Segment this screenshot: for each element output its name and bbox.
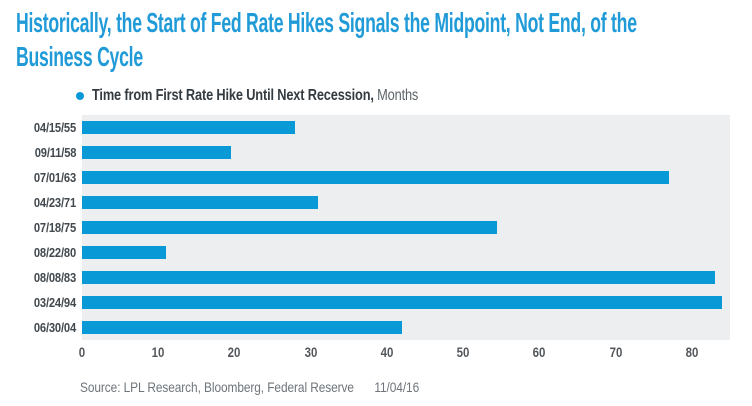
category-label-text: 04/23/71 bbox=[33, 194, 76, 210]
legend-label: Time from First Rate Hike Until Next Rec… bbox=[92, 87, 418, 105]
chart-row: 09/11/58 bbox=[0, 140, 752, 165]
bar bbox=[82, 171, 669, 184]
category-label: 04/15/55 bbox=[0, 119, 76, 137]
bar-track bbox=[82, 271, 730, 284]
title-line-1: Historically, the Start of Fed Rate Hike… bbox=[16, 7, 637, 38]
legend-dot-icon bbox=[76, 92, 84, 100]
category-label-text: 08/08/83 bbox=[33, 269, 76, 285]
category-label: 06/30/04 bbox=[0, 319, 76, 337]
chart-row: 08/08/83 bbox=[0, 265, 752, 290]
x-tick-label: 70 bbox=[609, 345, 623, 360]
page-title: Historically, the Start of Fed Rate Hike… bbox=[16, 6, 752, 74]
category-label: 08/08/83 bbox=[0, 269, 76, 287]
chart-row: 07/18/75 bbox=[0, 215, 752, 240]
legend-label-bold: Time from First Rate Hike Until Next Rec… bbox=[92, 87, 374, 104]
category-label-text: 09/11/58 bbox=[34, 144, 76, 160]
chart-row: 07/01/63 bbox=[0, 165, 752, 190]
chart-legend: Time from First Rate Hike Until Next Rec… bbox=[76, 87, 500, 105]
title-line-2: Business Cycle bbox=[16, 41, 143, 72]
source-date: 11/04/16 bbox=[374, 379, 420, 395]
category-label-text: 03/24/94 bbox=[33, 294, 76, 310]
category-label-text: 07/01/63 bbox=[33, 169, 76, 185]
category-label: 08/22/80 bbox=[0, 244, 76, 262]
x-tick-label: 60 bbox=[533, 345, 546, 360]
category-label: 09/11/58 bbox=[0, 144, 76, 162]
bar bbox=[82, 121, 296, 134]
chart-row: 08/22/80 bbox=[0, 240, 752, 265]
bar-track bbox=[82, 321, 730, 334]
bar-track bbox=[82, 146, 730, 159]
category-label: 04/23/71 bbox=[0, 194, 76, 212]
legend-label-light: Months bbox=[377, 87, 419, 104]
category-label-text: 06/30/04 bbox=[33, 319, 76, 335]
chart-rows: 04/15/55 09/11/58 07/01/63 04/23/71 07/18/75… bbox=[0, 115, 752, 340]
x-tick-label: 50 bbox=[456, 345, 470, 360]
category-label: 07/18/75 bbox=[0, 219, 76, 237]
bar-track bbox=[82, 246, 730, 259]
x-tick-label: 80 bbox=[685, 345, 699, 360]
bar bbox=[82, 196, 319, 209]
chart-row: 04/23/71 bbox=[0, 190, 752, 215]
bar bbox=[82, 321, 403, 334]
source-line: Source: LPL Research, Bloomberg, Federal… bbox=[80, 379, 479, 397]
category-label-text: 04/15/55 bbox=[33, 119, 76, 135]
category-label-text: 07/18/75 bbox=[33, 219, 76, 235]
bar-chart: 04/15/55 09/11/58 07/01/63 04/23/71 07/18/75… bbox=[0, 115, 752, 363]
x-tick-label: 30 bbox=[304, 345, 318, 360]
category-label-text: 08/22/80 bbox=[33, 244, 76, 260]
category-label: 03/24/94 bbox=[0, 294, 76, 312]
bar bbox=[82, 271, 715, 284]
source-text: Source: LPL Research, Bloomberg, Federal… bbox=[80, 379, 354, 395]
x-tick-label: 0 bbox=[78, 345, 86, 360]
chart-row: 06/30/04 bbox=[0, 315, 752, 340]
chart-row: 04/15/55 bbox=[0, 115, 752, 140]
category-label: 07/01/63 bbox=[0, 169, 76, 187]
chart-row: 03/24/94 bbox=[0, 290, 752, 315]
bar bbox=[82, 246, 166, 259]
bar-track bbox=[82, 296, 730, 309]
bar bbox=[82, 221, 498, 234]
bar-track bbox=[82, 121, 730, 134]
x-axis: 0 10 20 30 40 50 60 70 80 bbox=[78, 340, 730, 362]
bar-track bbox=[82, 171, 730, 184]
bar bbox=[82, 146, 231, 159]
x-tick-label: 20 bbox=[228, 345, 241, 360]
x-tick-label: 10 bbox=[151, 345, 165, 360]
bar-track bbox=[82, 221, 730, 234]
bar bbox=[82, 296, 723, 309]
source-text-wrap: Source: LPL Research, Bloomberg, Federal… bbox=[80, 379, 419, 395]
x-tick-label: 40 bbox=[380, 345, 394, 360]
bar-track bbox=[82, 196, 730, 209]
